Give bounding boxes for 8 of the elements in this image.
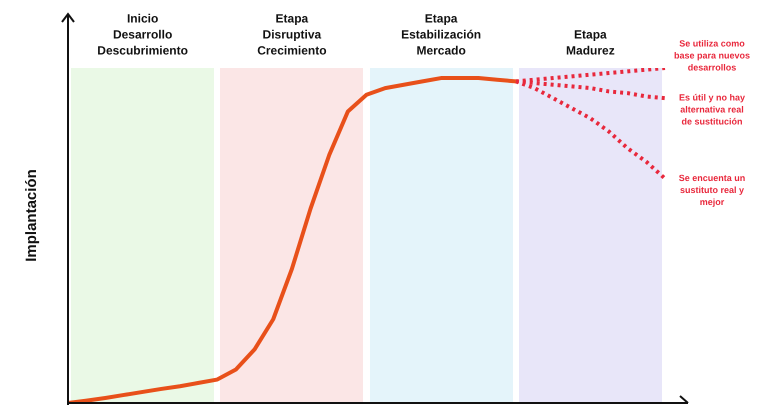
text: Etapa Disruptiva Crecimiento (257, 11, 327, 58)
text: Etapa Madurez (566, 27, 615, 58)
annotation: Se utiliza como base para nuevos desarrollos (674, 38, 750, 72)
text: Inicio Desarrollo Descubrimiento (97, 11, 188, 58)
text: Etapa Estabilización Mercado (401, 11, 482, 58)
y-axis-title: Implantación (23, 169, 40, 262)
annotation: Es útil y no hay alternativa real de sustitución (678, 92, 746, 127)
annotation: Se encuenta un sustituto real y mejor (678, 173, 746, 208)
